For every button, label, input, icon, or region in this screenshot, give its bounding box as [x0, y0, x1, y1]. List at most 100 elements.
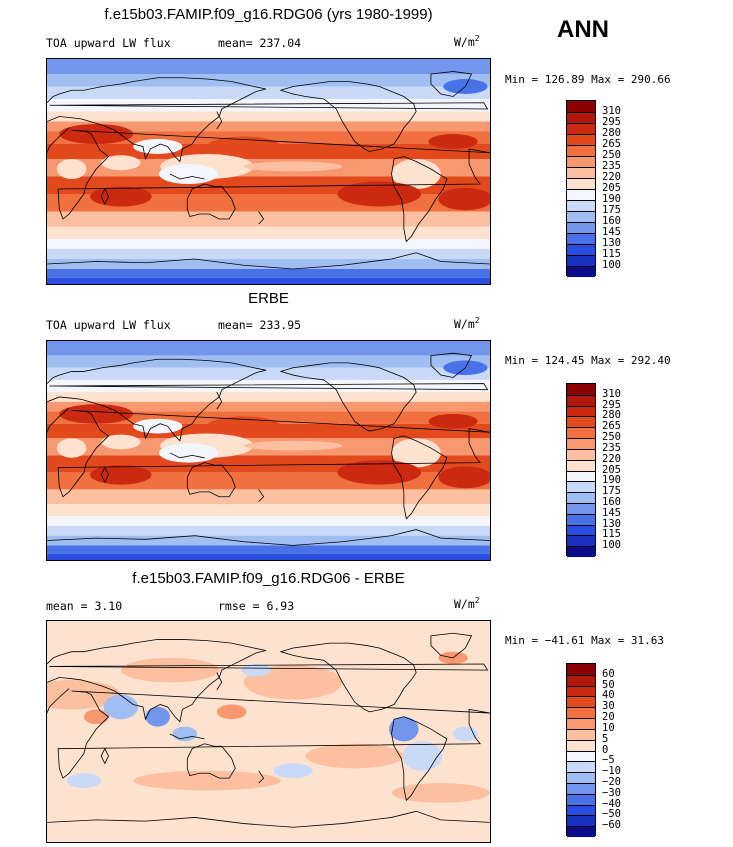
colorbar-swatch [567, 804, 595, 816]
map-field-band [47, 553, 490, 560]
map-field-patch [206, 416, 281, 436]
colorbar-swatch [567, 112, 595, 123]
colorbar-swatch [567, 189, 595, 200]
colorbar-swatch [567, 178, 595, 189]
colorbar-swatch [567, 728, 595, 740]
coastline-path [392, 717, 447, 800]
coastline-path [217, 112, 222, 130]
panel-3-title: f.e15b03.FAMIP.f09_g16.RDG06 - ERBE [132, 570, 405, 587]
panel-3-map [46, 620, 491, 843]
colorbar-tick-label: 310 [602, 105, 621, 117]
panel-3-units: W/m2 [454, 596, 480, 611]
colorbar-swatch [567, 502, 595, 514]
map-field-band [47, 86, 490, 99]
coastline-path [47, 530, 490, 546]
colorbar-tick-label: 190 [602, 474, 621, 487]
map-field-band [47, 211, 490, 227]
map-field-patch [120, 657, 220, 683]
coastline-path [217, 673, 222, 690]
panel-2-map [46, 340, 491, 561]
colorbar-swatch [567, 459, 595, 471]
colorbar-tick-label: 5 [602, 732, 609, 745]
coastline-path [187, 184, 235, 219]
colorbar-tick-label: 0 [602, 743, 609, 756]
colorbar-swatch [567, 200, 595, 211]
map-field-patch [101, 155, 141, 171]
panel-3-colorbar: 60 50 40 30 20 10 5 0 −5 −10 −20 −30 −40 −50 −60 [566, 663, 636, 837]
colorbar-tick-label: 265 [602, 420, 621, 433]
coastline-path [217, 392, 222, 409]
colorbar-tick-label: 20 [602, 711, 615, 724]
map-field-band [47, 535, 490, 546]
colorbar-swatch [567, 481, 595, 493]
map-field-patch [391, 783, 490, 803]
colorbar-tick-label: −50 [602, 808, 621, 821]
panel-1-mean-label: mean= 237.04 [218, 36, 302, 50]
coastline-path [392, 157, 447, 242]
colorbar-tick-label: 175 [602, 485, 621, 498]
coastline-path [187, 744, 235, 778]
map-field-band [47, 367, 490, 380]
colorbar-tick-label: 100 [602, 259, 621, 271]
colorbar-tick-label: −30 [602, 786, 621, 799]
map-field-patch [103, 694, 139, 720]
colorbar-swatch [567, 427, 595, 439]
map-field-band [47, 516, 490, 526]
map-field-patch [428, 134, 478, 149]
map-field-band [47, 269, 490, 278]
coastline-path [47, 253, 490, 269]
map-field-patch [158, 164, 219, 184]
map-field-band [47, 239, 490, 249]
map-field-band [47, 277, 490, 284]
map-field-patch [133, 770, 281, 791]
coastline-path [101, 189, 108, 204]
colorbar-tick-label: 160 [602, 495, 621, 508]
coastline-path [49, 103, 487, 109]
colorbar-tick-label: 280 [602, 127, 621, 139]
colorbar-tick-label: 175 [602, 204, 621, 216]
map-field-band [47, 226, 490, 239]
panel-3-min-max: Min = −41.61 Max = 31.63 [505, 634, 664, 647]
map-field-patch [216, 704, 247, 720]
map-field-patch [172, 726, 198, 742]
colorbar-swatch [567, 211, 595, 222]
colorbar-swatch [567, 535, 595, 547]
map-field-patch [337, 181, 422, 207]
map-field-patch [391, 159, 441, 189]
colorbar-swatch [567, 448, 595, 460]
panel-2-colorbar: 310 295 280 265 250 235 220 205 190 175 160 145 130 1… [566, 383, 636, 557]
map-field-patch [56, 438, 87, 458]
colorbar-tick-label: 220 [602, 452, 621, 465]
map-field-patch [101, 434, 141, 450]
colorbar-swatch [567, 101, 595, 112]
colorbar-tick-label: 130 [602, 517, 621, 530]
panel-2-variable-label: TOA upward LW flux [46, 318, 171, 332]
map-field-band [47, 59, 490, 74]
map-field-band [47, 74, 490, 87]
colorbar-swatch [567, 266, 595, 277]
colorbar-swatch [567, 492, 595, 503]
map-field-band [47, 525, 490, 536]
map-field-patch [391, 438, 441, 468]
colorbar-swatch [567, 438, 595, 449]
colorbar-swatch [567, 546, 595, 557]
map-field-band [47, 489, 490, 505]
season-label: ANN [557, 16, 609, 43]
panel-1-min-max: Min = 126.89 Max = 290.66 [505, 73, 671, 86]
map-field-patch [59, 404, 134, 424]
coastline-path [47, 408, 490, 497]
panel-1-title: f.e15b03.FAMIP.f09_g16.RDG06 (yrs 1980-1… [104, 6, 433, 23]
coastline-path [101, 468, 108, 483]
colorbar-tick-label: 310 [602, 387, 621, 400]
panel-1-map [46, 58, 491, 285]
map-field-patch [438, 187, 490, 211]
colorbar-tick-label: 130 [602, 237, 621, 249]
map-field-band [47, 355, 490, 368]
coastline-path [259, 212, 264, 225]
map-field-patch [90, 465, 152, 485]
coastline-path [259, 489, 264, 501]
coastline-path [187, 463, 235, 497]
map-field-patch [428, 414, 478, 429]
map-svg [47, 621, 490, 842]
colorbar-tick-label: −40 [602, 797, 621, 810]
